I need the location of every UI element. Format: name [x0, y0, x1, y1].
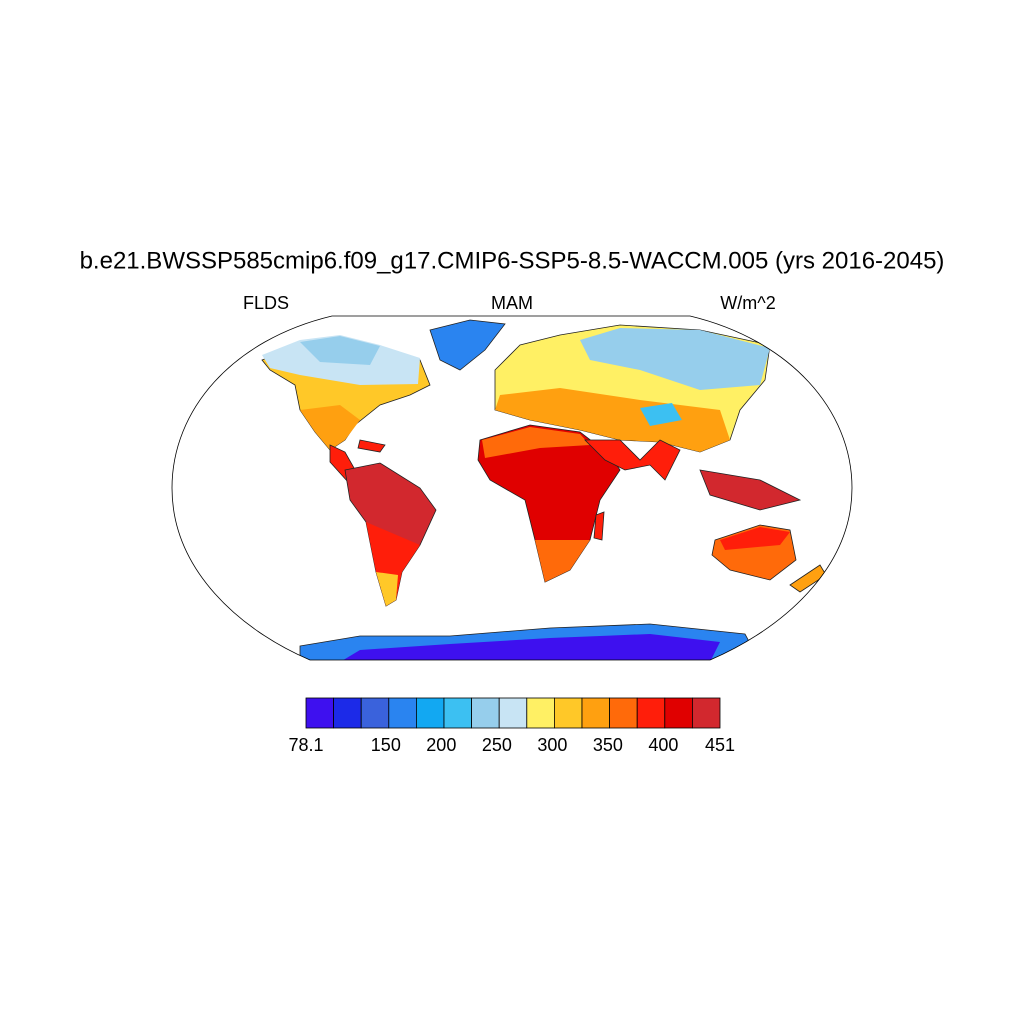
- variable-label: FLDS: [243, 293, 289, 313]
- north-america-south: [300, 405, 360, 450]
- colorbar-box: [526, 697, 555, 729]
- colorbar-tick-label: 300: [537, 735, 567, 755]
- india-arabia: [584, 439, 681, 481]
- canada-arctic: [300, 336, 380, 365]
- south-america-south: [366, 522, 420, 606]
- colorbar-box: [443, 697, 473, 729]
- greenland: [429, 319, 506, 371]
- colorbar-tick-label: 200: [426, 735, 456, 755]
- colorbar: 78.1 150 200 250 300 350 400 451: [288, 697, 735, 755]
- patagonia: [376, 572, 398, 606]
- antarctica-interior: [340, 634, 720, 660]
- colorbar-box: [360, 697, 390, 729]
- colorbar-box: [471, 697, 500, 729]
- colorbar-box: [554, 697, 583, 729]
- colorbar-box: [388, 697, 417, 729]
- new-zealand: [789, 564, 827, 593]
- colorbar-tick-label: 400: [648, 735, 678, 755]
- colorbar-tick-label: 350: [593, 735, 623, 755]
- colorbar-box: [636, 697, 666, 729]
- season-label: MAM: [491, 293, 533, 313]
- sahara-north: [482, 427, 590, 458]
- colorbar-tick-label: 250: [482, 735, 512, 755]
- units-label: W/m^2: [720, 293, 775, 313]
- colorbar-box: [333, 697, 362, 729]
- caribbean: [357, 439, 386, 453]
- colorbar-box: [305, 697, 335, 729]
- colorbar-box: [692, 697, 721, 729]
- map-border: [171, 315, 853, 661]
- colorbar-box: [609, 697, 638, 729]
- colorbar-tick-label: 78.1: [288, 735, 323, 755]
- colorbar-tick-label: 150: [371, 735, 401, 755]
- australia-north: [720, 527, 790, 550]
- colorbar-tick-label: 451: [705, 735, 735, 755]
- title: b.e21.BWSSP585cmip6.f09_g17.CMIP6-SSP5-8…: [80, 247, 945, 274]
- southeast-asia: [699, 469, 802, 511]
- colorbar-box: [664, 697, 693, 729]
- colorbar-box: [415, 697, 445, 729]
- colorbar-box: [498, 697, 528, 729]
- africa-south: [535, 540, 590, 582]
- siberia: [580, 328, 770, 390]
- tibet: [640, 403, 682, 426]
- madagascar: [593, 511, 605, 541]
- colorbar-box: [581, 697, 611, 729]
- map: [171, 315, 853, 661]
